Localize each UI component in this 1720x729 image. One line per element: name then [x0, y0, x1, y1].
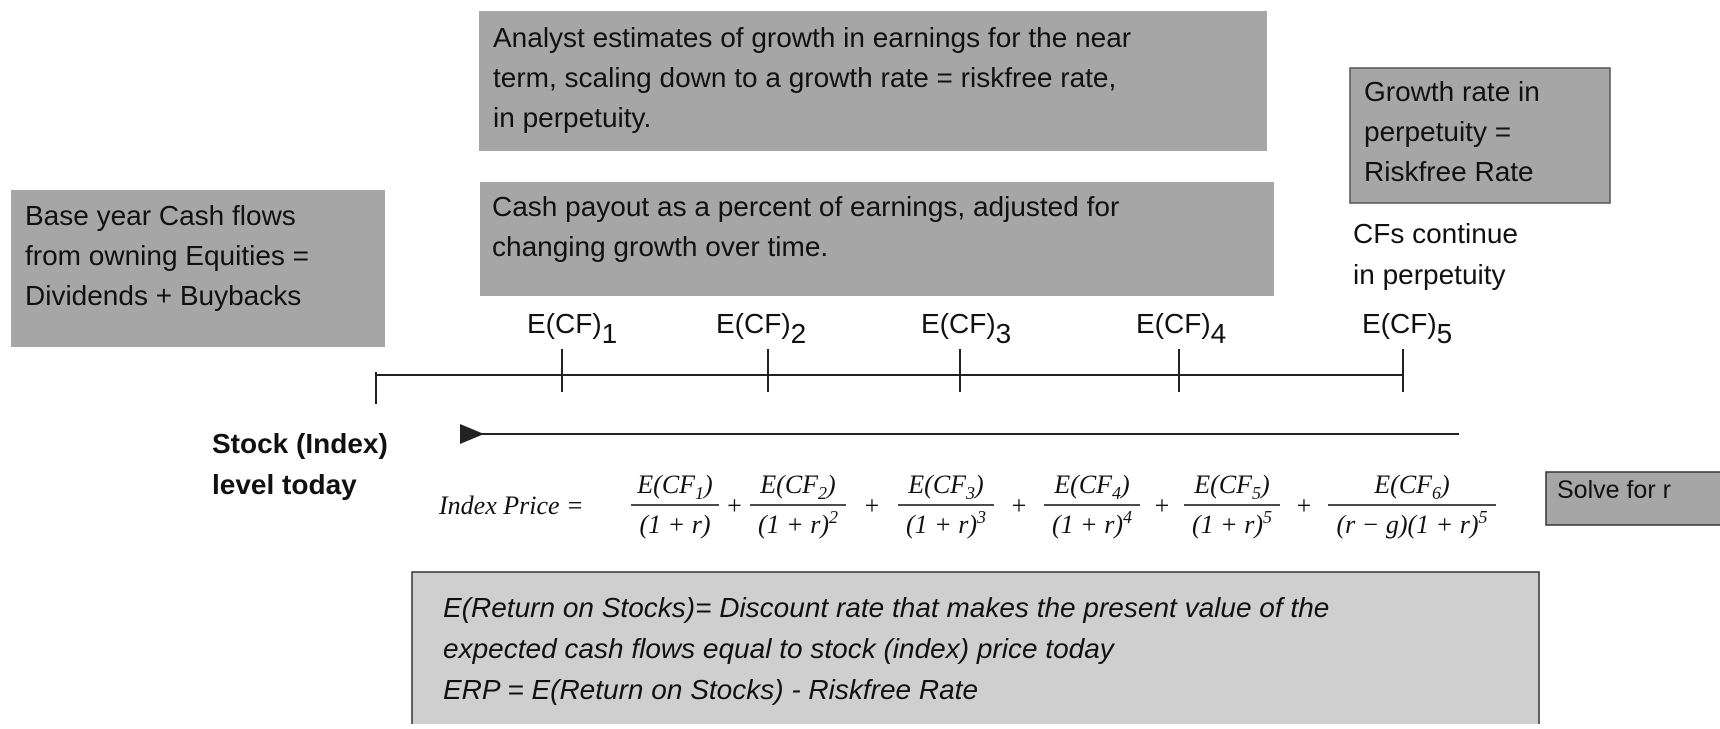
den-text: (1 + r): [758, 510, 829, 539]
num-close: ): [1119, 470, 1130, 499]
cf-sub: 5: [1437, 318, 1453, 349]
solve-text: Solve for r: [1557, 476, 1671, 504]
cf-base: E(CF): [1136, 308, 1211, 339]
den-text: (1 + r): [906, 510, 977, 539]
cf-label: E(CF)4: [1136, 308, 1226, 349]
payout-text: changing growth over time.: [492, 231, 828, 262]
num-text: E(CF: [636, 470, 696, 499]
growth-text: perpetuity =: [1364, 116, 1511, 147]
denominator: (1 + r)5: [1192, 507, 1272, 539]
num-sub: 6: [1432, 483, 1441, 503]
analyst-text: Analyst estimates of growth in earnings …: [493, 22, 1131, 53]
den-exp: 3: [976, 507, 986, 527]
continue-note: CFs continue: [1353, 218, 1518, 249]
cf-label: E(CF)2: [716, 308, 806, 349]
den-exp: 4: [1123, 507, 1132, 527]
analyst-text: in perpetuity.: [493, 102, 651, 133]
num-close: ): [702, 470, 713, 499]
bottom-text: ERP = E(Return on Stocks) - Riskfree Rat…: [443, 674, 978, 705]
num-close: ): [1439, 470, 1450, 499]
plus: +: [1297, 491, 1312, 520]
cf-label: E(CF)5: [1362, 308, 1452, 349]
den-exp: 2: [829, 507, 838, 527]
cf-label: E(CF)1: [527, 308, 617, 349]
num-text: E(CF: [1193, 470, 1253, 499]
plus: +: [865, 491, 880, 520]
num-sub: 5: [1252, 483, 1261, 503]
cf-base: E(CF): [1362, 308, 1437, 339]
formula-lhs: Index Price =: [438, 491, 584, 520]
denominator: (1 + r): [640, 510, 711, 539]
base-text: from owning Equities =: [25, 240, 309, 271]
payout-box: [480, 182, 1274, 296]
num-sub: 4: [1112, 483, 1121, 503]
payout-text: Cash payout as a percent of earnings, ad…: [492, 191, 1119, 222]
den-text: (r − g)(1 + r): [1337, 510, 1479, 539]
cf-base: E(CF): [527, 308, 602, 339]
bottom-text: expected cash flows equal to stock (inde…: [443, 633, 1116, 664]
bottom-text: E(Return on Stocks)= Discount rate that …: [443, 592, 1329, 623]
den-exp: 5: [1263, 507, 1272, 527]
num-sub: 3: [965, 483, 975, 503]
numerator: E(CF2): [759, 470, 835, 503]
cf-sub: 1: [602, 318, 618, 349]
plus: +: [1155, 491, 1170, 520]
denominator: (r − g)(1 + r)5: [1337, 507, 1488, 539]
numerator: E(CF6): [1373, 470, 1449, 503]
den-text: (1 + r): [640, 510, 711, 539]
numerator: E(CF1): [636, 470, 712, 503]
denominator: (1 + r)3: [906, 507, 986, 539]
plus: +: [727, 491, 742, 520]
cf-label: E(CF)3: [921, 308, 1011, 349]
cf-sub: 4: [1211, 318, 1227, 349]
stock-label: level today: [212, 469, 357, 500]
num-sub: 2: [818, 483, 827, 503]
analyst-box: [479, 11, 1267, 151]
growth-text: Riskfree Rate: [1364, 156, 1534, 187]
bottom-box: [411, 571, 1540, 729]
growth-text: Growth rate in: [1364, 76, 1540, 107]
cf-base: E(CF): [921, 308, 996, 339]
num-close: ): [825, 470, 836, 499]
den-exp: 5: [1478, 507, 1487, 527]
cf-sub: 3: [996, 318, 1012, 349]
num-close: ): [1259, 470, 1270, 499]
den-text: (1 + r): [1052, 510, 1123, 539]
continue-note: in perpetuity: [1353, 259, 1506, 290]
num-text: E(CF: [1053, 470, 1113, 499]
base-text: Base year Cash flows: [25, 200, 296, 231]
num-text: E(CF: [1373, 470, 1433, 499]
plus: +: [1012, 491, 1027, 520]
base-box: [11, 190, 385, 347]
numerator: E(CF4): [1053, 470, 1129, 503]
stock-label: Stock (Index): [212, 428, 388, 459]
cf-sub: 2: [791, 318, 807, 349]
num-text: E(CF: [907, 470, 967, 499]
base-text: Dividends + Buybacks: [25, 280, 301, 311]
analyst-text: term, scaling down to a growth rate = ri…: [493, 62, 1116, 93]
num-sub: 1: [695, 483, 704, 503]
numerator: E(CF3): [907, 470, 983, 503]
num-text: E(CF: [759, 470, 819, 499]
cf-base: E(CF): [716, 308, 791, 339]
den-text: (1 + r): [1192, 510, 1263, 539]
num-close: ): [973, 470, 984, 499]
denominator: (1 + r)2: [758, 507, 838, 539]
denominator: (1 + r)4: [1052, 507, 1132, 539]
solve-box: [1545, 471, 1720, 526]
numerator: E(CF5): [1193, 470, 1269, 503]
growth-box: [1349, 67, 1611, 204]
